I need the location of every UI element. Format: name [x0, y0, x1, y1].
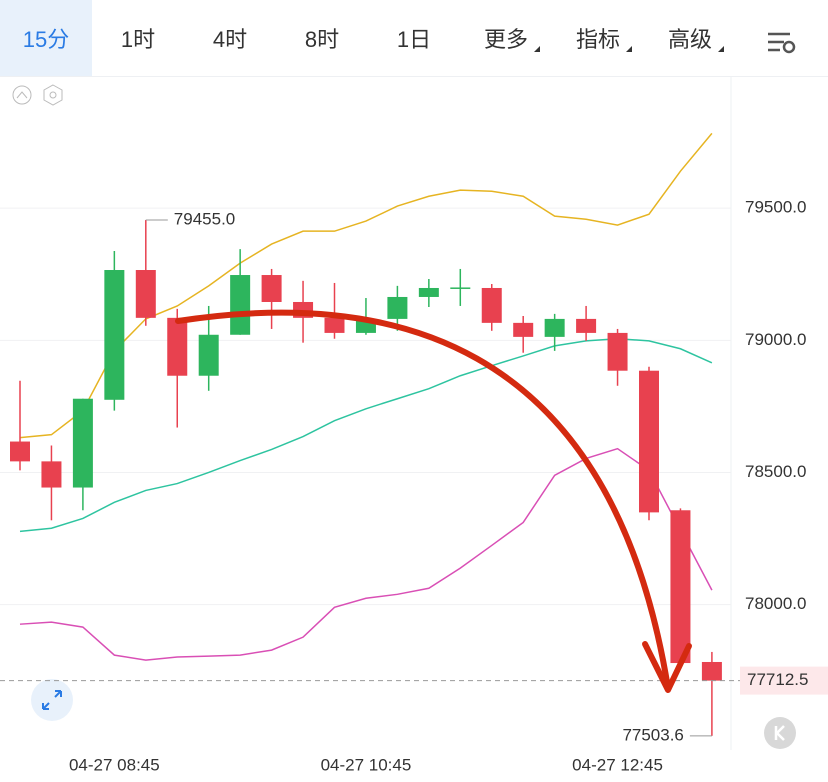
collapse-icon[interactable] [12, 85, 32, 105]
candle-body [198, 334, 219, 376]
tab[interactable]: 8时 [276, 0, 368, 76]
indicator-line [19, 447, 713, 661]
kline-glyph [774, 725, 785, 741]
dropdown-indicator [626, 46, 632, 52]
tab-label: 更多 [483, 27, 528, 52]
candle-body [104, 270, 125, 400]
candle-body [135, 270, 156, 318]
candle-body [230, 275, 251, 335]
chart-settings-icon[interactable] [768, 32, 796, 54]
y-tick-label: 79000.0 [745, 330, 806, 349]
kline-button[interactable] [764, 717, 796, 749]
tab[interactable]: 1日 [368, 0, 460, 76]
candle-body [261, 275, 282, 302]
candle-body [639, 370, 659, 513]
candle-body [513, 322, 534, 337]
candle-body [41, 461, 62, 488]
x-tick-label: 04-27 08:45 [69, 755, 160, 774]
settings-icon[interactable] [43, 84, 63, 106]
tab-label: 1日 [396, 27, 432, 52]
candle-body [670, 510, 691, 664]
tab-label: 15分 [22, 27, 70, 52]
timeframe-tabs: 15分 1时 4时 8时 1日 更多 指标 高级 [0, 0, 828, 77]
annotation-label: 79455.0 [174, 210, 235, 229]
candle-body [450, 287, 471, 289]
candle-body [10, 441, 30, 462]
candle-body [544, 318, 565, 337]
tab-label: 4时 [212, 27, 248, 52]
tab-label: 8时 [304, 27, 340, 52]
candle-body [576, 318, 597, 333]
candle-body [72, 398, 93, 488]
y-tick-label: 78000.0 [745, 594, 806, 613]
tab-label: 指标 [575, 27, 620, 52]
candle-body [387, 296, 408, 319]
y-tick-label: 79500.0 [745, 198, 806, 217]
tab[interactable]: 4时 [184, 0, 276, 76]
candle-body [607, 332, 628, 371]
y-tick-label: 78500.0 [745, 462, 806, 481]
tab[interactable]: 1时 [92, 0, 184, 76]
dropdown-indicator [534, 46, 540, 52]
last-price-label: 77712.5 [747, 670, 808, 689]
collapse-icon-glyph [16, 91, 28, 99]
x-tick-label: 04-27 10:45 [321, 755, 412, 774]
expand-button[interactable] [31, 679, 73, 721]
candle-body [481, 287, 502, 323]
candle-body [418, 287, 439, 297]
tab[interactable]: 高级 [644, 0, 736, 76]
candle-body [324, 317, 345, 333]
indicator-line [19, 132, 713, 439]
tab-label: 1时 [120, 27, 156, 52]
tab[interactable]: 更多 [460, 0, 552, 76]
dropdown-indicator [718, 46, 724, 52]
x-tick-label: 04-27 12:45 [572, 755, 663, 774]
settings-icon-glyph [49, 91, 57, 99]
last-price-box [740, 666, 828, 695]
trend-arrow-head [642, 641, 692, 693]
candle-body [701, 661, 722, 681]
tab-label: 高级 [667, 27, 712, 52]
expand-glyph [42, 690, 62, 710]
trend-arrow [175, 309, 671, 691]
tab[interactable]: 15分 [0, 0, 92, 76]
indicator-line [19, 337, 713, 533]
annotation-label: 77503.6 [622, 725, 683, 744]
candle-body [167, 317, 188, 376]
tab[interactable]: 指标 [552, 0, 644, 76]
